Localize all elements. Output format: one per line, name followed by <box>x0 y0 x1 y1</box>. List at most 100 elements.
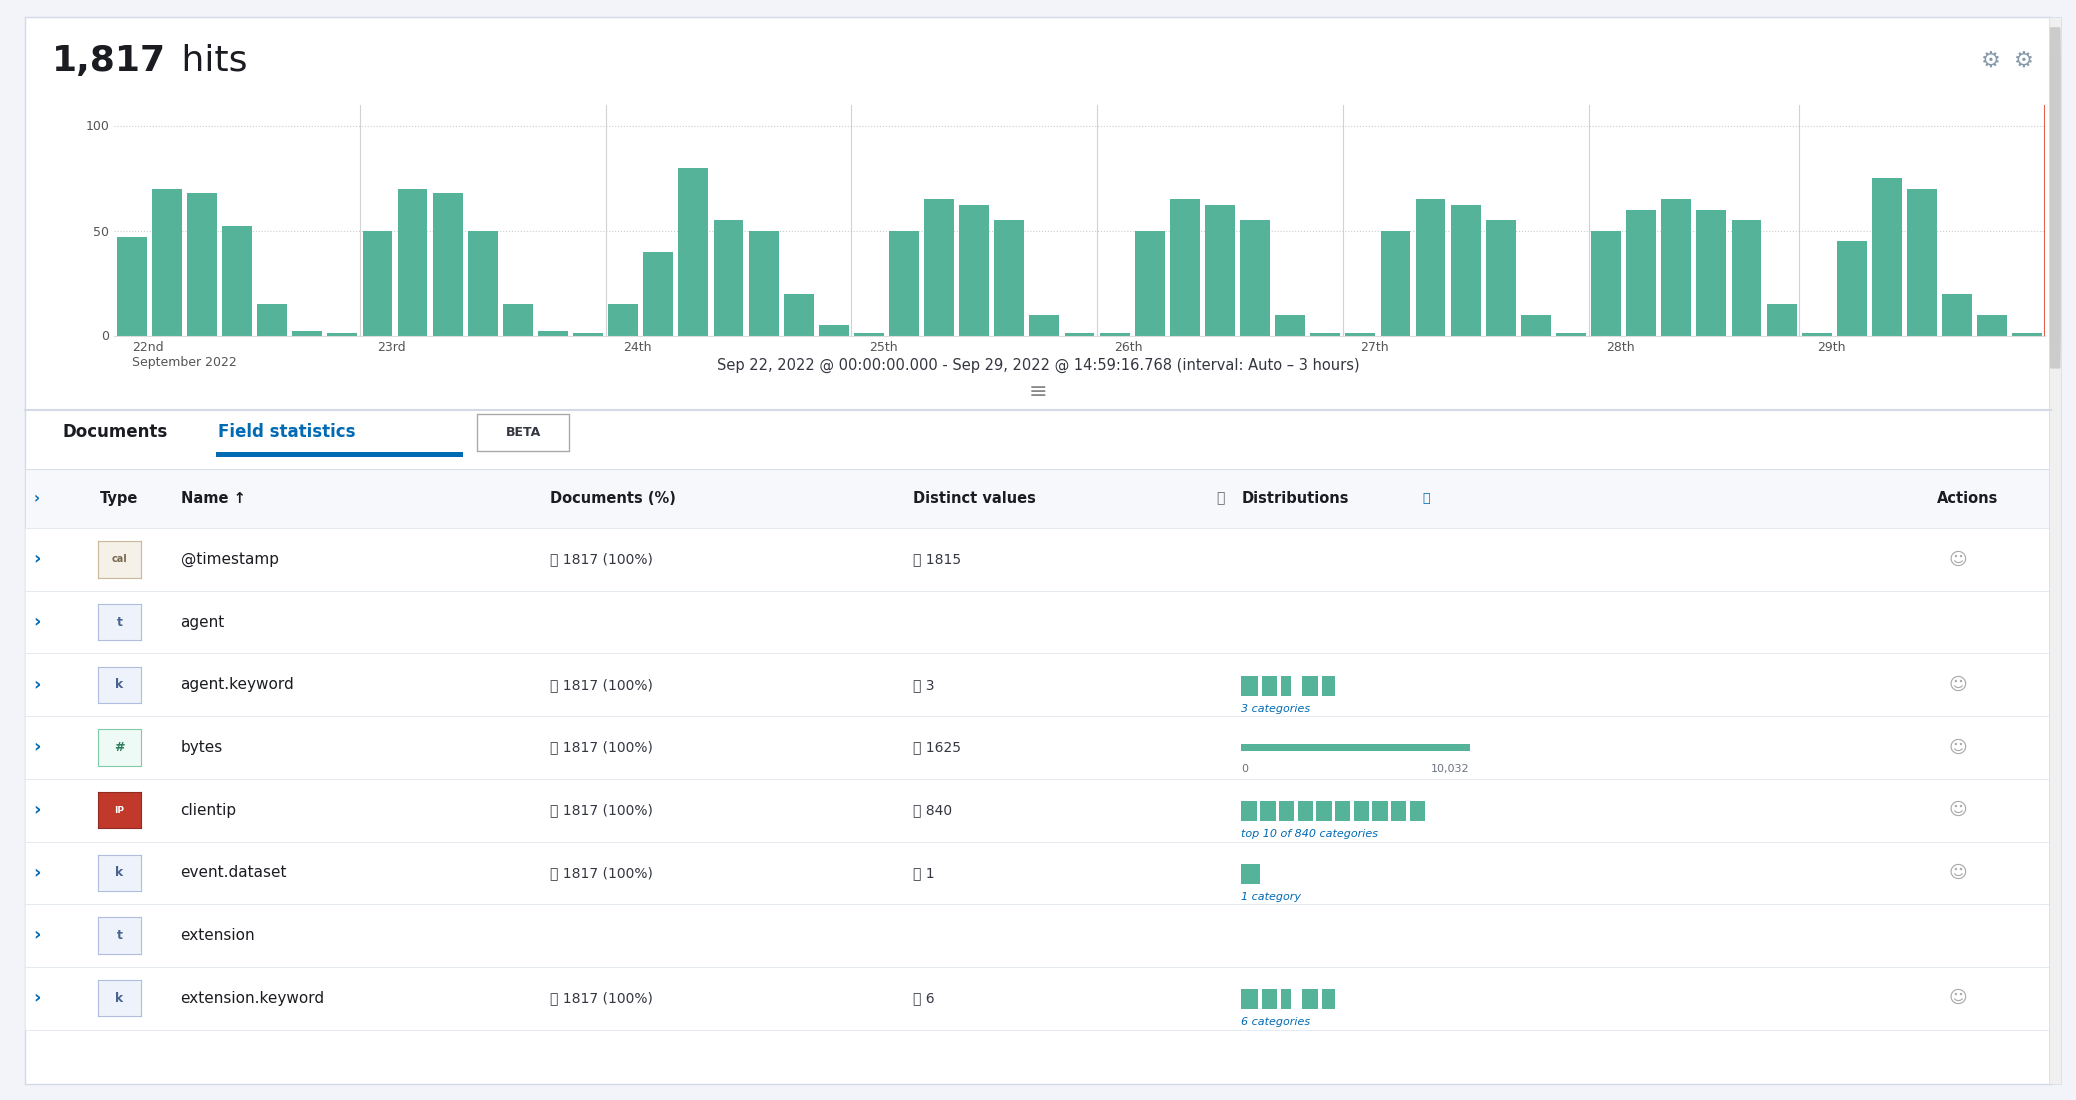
Text: ☺: ☺ <box>1947 675 1968 694</box>
Text: ⚙: ⚙ <box>2014 51 2034 70</box>
Text: ⧈: ⧈ <box>1217 492 1225 505</box>
Bar <box>1065 333 1094 336</box>
Bar <box>187 192 216 336</box>
Bar <box>1310 333 1341 336</box>
Bar <box>432 192 463 336</box>
Text: ⚙: ⚙ <box>1981 51 2001 70</box>
Text: 📄 1817 (100%): 📄 1817 (100%) <box>550 991 654 1005</box>
Text: ›: › <box>33 738 42 757</box>
Bar <box>608 304 637 336</box>
Text: 🗄 3: 🗄 3 <box>913 678 934 692</box>
Bar <box>1451 206 1480 336</box>
Text: bytes: bytes <box>181 740 222 755</box>
Text: extension.keyword: extension.keyword <box>181 991 324 1005</box>
Text: 📄 1817 (100%): 📄 1817 (100%) <box>550 740 654 755</box>
Bar <box>502 304 534 336</box>
Bar <box>2012 333 2043 336</box>
Bar <box>889 231 920 336</box>
Text: Distinct values: Distinct values <box>913 491 1036 506</box>
Bar <box>1943 294 1972 335</box>
Text: Documents (%): Documents (%) <box>550 491 677 506</box>
Text: 🔗: 🔗 <box>1422 492 1430 505</box>
Bar <box>1522 315 1551 336</box>
Text: 📄 1817 (100%): 📄 1817 (100%) <box>550 552 654 567</box>
Text: 0: 0 <box>1241 764 1248 774</box>
Bar <box>399 188 428 336</box>
Text: @timestamp: @timestamp <box>181 552 278 567</box>
Text: 🗄 1625: 🗄 1625 <box>913 740 961 755</box>
Text: 🗄 1815: 🗄 1815 <box>913 552 961 567</box>
Text: 3 categories: 3 categories <box>1241 704 1310 714</box>
Text: Sep 22, 2022 @ 00:00:00.000 - Sep 29, 2022 @ 14:59:16.768 (interval: Auto – 3 ho: Sep 22, 2022 @ 00:00:00.000 - Sep 29, 20… <box>716 358 1360 373</box>
Text: clientip: clientip <box>181 803 237 817</box>
Bar <box>924 199 955 336</box>
Bar <box>853 333 884 336</box>
Bar <box>573 333 602 336</box>
Bar <box>363 231 392 336</box>
Bar <box>1416 199 1445 336</box>
Text: ›: › <box>33 491 39 506</box>
Text: agent: agent <box>181 615 224 629</box>
Text: 10,032: 10,032 <box>1430 764 1470 774</box>
Text: agent.keyword: agent.keyword <box>181 678 295 692</box>
Bar <box>679 167 708 336</box>
Bar <box>328 333 357 336</box>
Text: t: t <box>116 930 122 942</box>
Bar <box>222 227 251 336</box>
Bar <box>1837 241 1866 336</box>
Text: 🗄 1: 🗄 1 <box>913 866 934 880</box>
Bar <box>1345 333 1374 336</box>
Text: ›: › <box>33 989 42 1008</box>
Bar <box>116 236 147 336</box>
Bar <box>538 331 569 335</box>
Bar <box>1486 220 1515 336</box>
Bar <box>1908 188 1937 336</box>
Text: IP: IP <box>114 805 125 815</box>
Text: BETA: BETA <box>507 426 540 439</box>
Text: Name ↑: Name ↑ <box>181 491 245 506</box>
Text: k: k <box>116 867 122 879</box>
Bar <box>1661 199 1692 336</box>
Text: ›: › <box>33 926 42 945</box>
Text: 1 category: 1 category <box>1241 892 1302 902</box>
Bar <box>1239 220 1271 336</box>
Text: ›: › <box>33 613 42 631</box>
Bar <box>644 252 673 336</box>
Bar <box>714 220 743 336</box>
Text: Type: Type <box>100 491 137 506</box>
Bar <box>293 331 322 335</box>
Bar <box>467 231 498 336</box>
Bar <box>1767 304 1796 336</box>
Text: Actions: Actions <box>1937 491 1999 506</box>
Text: 📄 1817 (100%): 📄 1817 (100%) <box>550 803 654 817</box>
Bar <box>1171 199 1200 336</box>
Text: t: t <box>116 616 122 628</box>
Bar <box>257 304 286 336</box>
Text: 6 categories: 6 categories <box>1241 1018 1310 1027</box>
Text: event.dataset: event.dataset <box>181 866 286 880</box>
Text: 🗄 6: 🗄 6 <box>913 991 934 1005</box>
Text: k: k <box>116 679 122 691</box>
Text: k: k <box>116 992 122 1004</box>
Text: 1,817: 1,817 <box>52 44 166 77</box>
Bar <box>152 188 183 336</box>
Text: top 10 of 840 categories: top 10 of 840 categories <box>1241 829 1378 839</box>
Text: extension: extension <box>181 928 255 943</box>
Bar <box>1590 231 1621 336</box>
Text: hits: hits <box>170 44 247 77</box>
Bar <box>959 206 988 336</box>
Text: ☺: ☺ <box>1947 738 1968 757</box>
Bar <box>1030 315 1059 336</box>
Bar <box>785 294 814 335</box>
Text: ›: › <box>33 675 42 694</box>
Bar <box>1731 220 1760 336</box>
Bar <box>994 220 1023 336</box>
Bar <box>818 324 849 336</box>
Bar <box>1976 315 2007 336</box>
Bar <box>749 231 778 336</box>
Bar <box>1381 231 1410 336</box>
Bar <box>1696 209 1727 336</box>
Text: ≡: ≡ <box>1030 382 1046 402</box>
Text: ›: › <box>33 864 42 882</box>
Bar <box>1136 231 1165 336</box>
